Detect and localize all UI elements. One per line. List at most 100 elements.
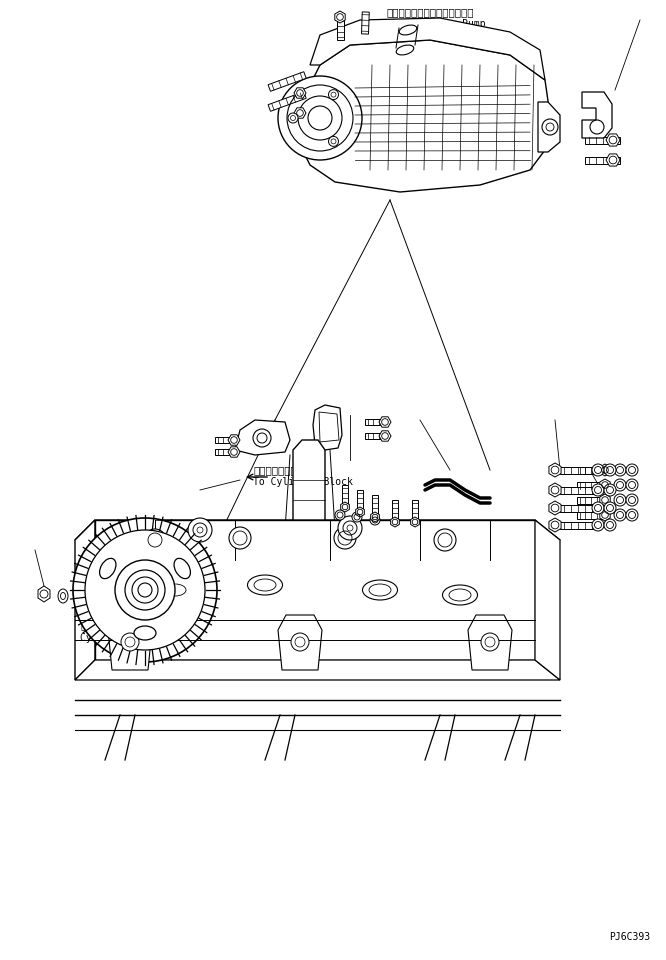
Polygon shape xyxy=(600,479,610,491)
Polygon shape xyxy=(235,420,290,455)
Polygon shape xyxy=(319,412,339,442)
Polygon shape xyxy=(600,509,610,521)
Circle shape xyxy=(338,516,362,540)
Circle shape xyxy=(604,519,616,531)
Polygon shape xyxy=(357,490,363,510)
Polygon shape xyxy=(294,108,306,118)
Polygon shape xyxy=(38,586,50,602)
Polygon shape xyxy=(371,512,380,522)
Polygon shape xyxy=(215,437,237,443)
Circle shape xyxy=(278,76,362,160)
Ellipse shape xyxy=(248,575,282,595)
Circle shape xyxy=(614,479,626,491)
Polygon shape xyxy=(577,482,605,489)
Ellipse shape xyxy=(134,626,156,640)
Polygon shape xyxy=(75,520,95,680)
Polygon shape xyxy=(379,417,391,427)
Circle shape xyxy=(592,519,604,531)
Polygon shape xyxy=(108,615,152,670)
Polygon shape xyxy=(549,463,561,477)
Polygon shape xyxy=(606,154,620,166)
Circle shape xyxy=(604,464,616,476)
Polygon shape xyxy=(228,446,240,457)
Polygon shape xyxy=(600,494,610,506)
Circle shape xyxy=(626,479,638,491)
Polygon shape xyxy=(560,505,595,512)
Polygon shape xyxy=(75,520,560,560)
Polygon shape xyxy=(293,440,325,520)
Polygon shape xyxy=(577,467,605,473)
Circle shape xyxy=(434,529,456,551)
Polygon shape xyxy=(535,520,560,680)
Ellipse shape xyxy=(157,580,192,600)
Polygon shape xyxy=(560,521,595,529)
Circle shape xyxy=(291,633,309,651)
Text: Cylinder Block: Cylinder Block xyxy=(80,633,163,643)
Circle shape xyxy=(115,560,175,620)
Circle shape xyxy=(328,136,338,146)
Polygon shape xyxy=(577,512,605,518)
Polygon shape xyxy=(356,507,364,517)
Ellipse shape xyxy=(442,585,478,605)
Circle shape xyxy=(592,502,604,514)
Circle shape xyxy=(626,494,638,506)
Polygon shape xyxy=(278,615,322,670)
Polygon shape xyxy=(268,72,306,91)
Polygon shape xyxy=(362,12,369,35)
Polygon shape xyxy=(268,92,306,111)
Polygon shape xyxy=(336,18,344,40)
Polygon shape xyxy=(95,520,535,660)
Circle shape xyxy=(334,527,356,549)
Polygon shape xyxy=(600,464,610,476)
Polygon shape xyxy=(372,495,378,515)
Circle shape xyxy=(125,570,165,610)
Circle shape xyxy=(604,484,616,496)
Polygon shape xyxy=(538,102,560,152)
Circle shape xyxy=(121,633,139,651)
Polygon shape xyxy=(228,435,240,445)
Ellipse shape xyxy=(100,559,116,579)
Circle shape xyxy=(592,464,604,476)
Polygon shape xyxy=(342,485,348,505)
Polygon shape xyxy=(75,660,560,680)
Circle shape xyxy=(352,512,362,522)
Polygon shape xyxy=(300,40,550,192)
Circle shape xyxy=(614,509,626,521)
Circle shape xyxy=(626,464,638,476)
Ellipse shape xyxy=(174,559,190,579)
Circle shape xyxy=(481,633,499,651)
Circle shape xyxy=(370,515,380,525)
Circle shape xyxy=(592,484,604,496)
Circle shape xyxy=(188,518,212,542)
Polygon shape xyxy=(294,87,306,98)
Polygon shape xyxy=(392,500,398,520)
Text: シリンダブロック: シリンダブロック xyxy=(80,620,130,630)
Polygon shape xyxy=(585,136,620,143)
Polygon shape xyxy=(341,502,350,512)
Polygon shape xyxy=(310,18,545,80)
Text: フェルインジェクションポンプ: フェルインジェクションポンプ xyxy=(386,7,474,17)
Circle shape xyxy=(614,494,626,506)
Polygon shape xyxy=(215,449,237,455)
Polygon shape xyxy=(549,518,561,532)
Polygon shape xyxy=(379,431,391,442)
Polygon shape xyxy=(577,496,605,503)
Circle shape xyxy=(626,509,638,521)
Polygon shape xyxy=(560,467,595,473)
Circle shape xyxy=(229,527,251,549)
Circle shape xyxy=(253,429,271,447)
Polygon shape xyxy=(365,419,387,425)
Circle shape xyxy=(614,464,626,476)
Text: To Cylinder Block: To Cylinder Block xyxy=(253,477,353,487)
Polygon shape xyxy=(606,134,620,146)
Polygon shape xyxy=(585,156,620,163)
Ellipse shape xyxy=(362,580,398,600)
Polygon shape xyxy=(582,92,612,138)
Circle shape xyxy=(73,518,217,662)
Circle shape xyxy=(328,89,338,100)
Circle shape xyxy=(604,502,616,514)
Polygon shape xyxy=(365,433,387,439)
Polygon shape xyxy=(549,483,561,497)
Polygon shape xyxy=(412,500,418,520)
Polygon shape xyxy=(560,487,595,493)
